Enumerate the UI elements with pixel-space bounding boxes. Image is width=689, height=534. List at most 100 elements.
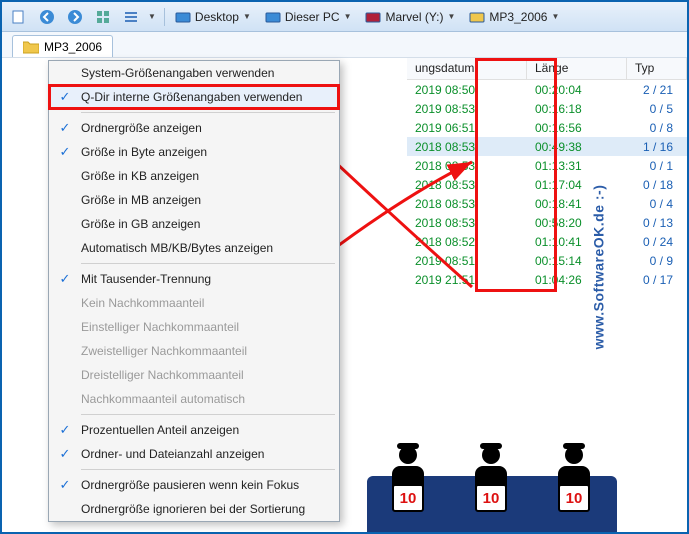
location-item[interactable]: Dieser PC▼ xyxy=(263,10,354,24)
check-icon: ✓ xyxy=(57,446,73,462)
location-item[interactable]: Desktop ▼ xyxy=(173,10,253,24)
cell-type: 0 / 8 xyxy=(627,121,687,135)
menu-item-label: Ordnergröße anzeigen xyxy=(81,121,202,135)
table-row[interactable]: 2019 08:5300:16:180 / 5 xyxy=(407,99,687,118)
menu-item[interactable]: Größe in MB anzeigen xyxy=(49,188,339,212)
menu-item[interactable]: Größe in KB anzeigen xyxy=(49,164,339,188)
cell-date: 2018 08:52 xyxy=(407,235,527,249)
menu-item-label: Kein Nachkommaanteil xyxy=(81,296,204,310)
table-row[interactable]: 2018 08:5301:13:310 / 1 xyxy=(407,156,687,175)
check-icon: ✓ xyxy=(57,120,73,136)
table-row[interactable]: 2018 08:5300:18:410 / 4 xyxy=(407,194,687,213)
tab-bar: MP3_2006 xyxy=(2,32,687,58)
location-item[interactable]: MP3_2006▼ xyxy=(467,10,561,24)
cell-type: 0 / 13 xyxy=(627,216,687,230)
grid-icon[interactable] xyxy=(92,6,114,28)
table-row[interactable]: 2019 21:5101:04:260 / 17 xyxy=(407,270,687,289)
new-icon[interactable] xyxy=(8,6,30,28)
menu-item-label: Ordnergröße ignorieren bei der Sortierun… xyxy=(81,502,305,516)
menu-item-label: Zweistelliger Nachkommaanteil xyxy=(81,344,247,358)
cell-date: 2019 08:53 xyxy=(407,102,527,116)
chevron-down-icon[interactable]: ▼ xyxy=(448,12,456,21)
menu-item[interactable]: Ordnergröße ignorieren bei der Sortierun… xyxy=(49,497,339,521)
menu-item[interactable]: Größe in GB anzeigen xyxy=(49,212,339,236)
tab-mp3-2006[interactable]: MP3_2006 xyxy=(12,35,113,57)
file-rows: 2019 08:5000:20:042 / 212019 08:5300:16:… xyxy=(407,80,687,289)
back-icon[interactable] xyxy=(36,6,58,28)
menu-item[interactable]: ✓ Größe in Byte anzeigen xyxy=(49,140,339,164)
table-row[interactable]: 2018 08:5300:58:200 / 13 xyxy=(407,213,687,232)
table-row[interactable]: 2019 06:5100:16:560 / 8 xyxy=(407,118,687,137)
menu-item-label: Größe in GB anzeigen xyxy=(81,217,200,231)
cell-length: 00:18:41 xyxy=(527,197,627,211)
location-label: Marvel (Y:) xyxy=(385,10,443,24)
menu-separator xyxy=(81,112,335,113)
menu-item-label: Prozentuellen Anteil anzeigen xyxy=(81,423,239,437)
menu-item[interactable]: ✓Mit Tausender-Trennung xyxy=(49,267,339,291)
col-type[interactable]: Typ xyxy=(627,58,687,79)
watermark: www.SoftwareOK.de :-) xyxy=(591,185,607,350)
cell-date: 2019 06:51 xyxy=(407,121,527,135)
check-icon: ✓ xyxy=(57,144,73,160)
menu-item: Kein Nachkommaanteil xyxy=(49,291,339,315)
col-length[interactable]: Länge xyxy=(527,58,627,79)
column-headers: ungsdatum Länge Typ xyxy=(407,58,687,80)
cell-length: 01:17:04 xyxy=(527,178,627,192)
cell-type: 0 / 17 xyxy=(627,273,687,287)
tab-label: MP3_2006 xyxy=(44,40,102,54)
cell-length: 00:15:14 xyxy=(527,254,627,268)
cell-length: 00:16:56 xyxy=(527,121,627,135)
table-row[interactable]: 2018 08:5300:49:381 / 16 xyxy=(407,137,687,156)
menu-item: Dreistelliger Nachkommaanteil xyxy=(49,363,339,387)
drive-icon xyxy=(365,10,381,24)
check-icon: ✓ xyxy=(57,477,73,493)
menu-separator xyxy=(81,263,335,264)
cell-length: 00:49:38 xyxy=(527,140,627,154)
menu-item-label: Größe in MB anzeigen xyxy=(81,193,201,207)
menu-item-label: Ordnergröße pausieren wenn kein Fokus xyxy=(81,478,299,492)
location-item[interactable]: Marvel (Y:) ▼ xyxy=(363,10,457,24)
forward-icon[interactable] xyxy=(64,6,86,28)
col-date[interactable]: ungsdatum xyxy=(407,58,527,79)
location-label: Desktop xyxy=(195,10,239,24)
cell-type: 0 / 9 xyxy=(627,254,687,268)
cell-date: 2019 08:50 xyxy=(407,83,527,97)
chevron-down-icon[interactable]: ▼ xyxy=(243,12,251,21)
table-row[interactable]: 2018 08:5301:17:040 / 18 xyxy=(407,175,687,194)
menu-item-label: Dreistelliger Nachkommaanteil xyxy=(81,368,244,382)
folder-icon xyxy=(23,40,39,54)
menu-item-label: System-Größenangaben verwenden xyxy=(81,66,274,80)
chevron-down-icon[interactable]: ▼ xyxy=(551,12,559,21)
cell-date: 2019 21:51 xyxy=(407,273,527,287)
menu-item[interactable]: Automatisch MB/KB/Bytes anzeigen xyxy=(49,236,339,260)
menu-item-label: Größe in Byte anzeigen xyxy=(81,145,207,159)
menu-separator xyxy=(81,414,335,415)
cell-type: 2 / 21 xyxy=(627,83,687,97)
chevron-down-icon[interactable]: ▼ xyxy=(344,12,352,21)
cell-type: 0 / 5 xyxy=(627,102,687,116)
cell-date: 2018 08:53 xyxy=(407,178,527,192)
menu-item[interactable]: System-Größenangaben verwenden xyxy=(49,61,339,85)
cell-type: 0 / 18 xyxy=(627,178,687,192)
check-icon: ✓ xyxy=(57,422,73,438)
cell-date: 2018 08:53 xyxy=(407,140,527,154)
cell-type: 0 / 1 xyxy=(627,159,687,173)
menu-item: Zweistelliger Nachkommaanteil xyxy=(49,339,339,363)
menu-item[interactable]: ✓Q-Dir interne Größenangaben verwenden xyxy=(49,85,339,109)
menu-item[interactable]: ✓ Prozentuellen Anteil anzeigen xyxy=(49,418,339,442)
cell-type: 1 / 16 xyxy=(627,140,687,154)
menu-item[interactable]: ✓ Ordnergröße pausieren wenn kein Fokus xyxy=(49,473,339,497)
table-row[interactable]: 2018 08:5201:10:410 / 24 xyxy=(407,232,687,251)
menu-item[interactable]: ✓Ordner- und Dateianzahl anzeigen xyxy=(49,442,339,466)
cell-date: 2018 08:53 xyxy=(407,216,527,230)
judges-illustration: 10 10 10 xyxy=(367,412,617,532)
toolbar: ▼ Desktop▼Dieser PC▼Marvel (Y:)▼MP3_2006… xyxy=(2,2,687,32)
context-menu: System-Größenangaben verwenden ✓Q-Dir int… xyxy=(48,60,340,522)
table-row[interactable]: 2019 08:5100:15:140 / 9 xyxy=(407,251,687,270)
menu-item[interactable]: ✓ Ordnergröße anzeigen xyxy=(49,116,339,140)
chevron-down-icon[interactable]: ▼ xyxy=(148,12,156,21)
table-row[interactable]: 2019 08:5000:20:042 / 21 xyxy=(407,80,687,99)
menu-item-label: Größe in KB anzeigen xyxy=(81,169,199,183)
menu-icon[interactable] xyxy=(120,6,142,28)
menu-item-label: Automatisch MB/KB/Bytes anzeigen xyxy=(81,241,273,255)
